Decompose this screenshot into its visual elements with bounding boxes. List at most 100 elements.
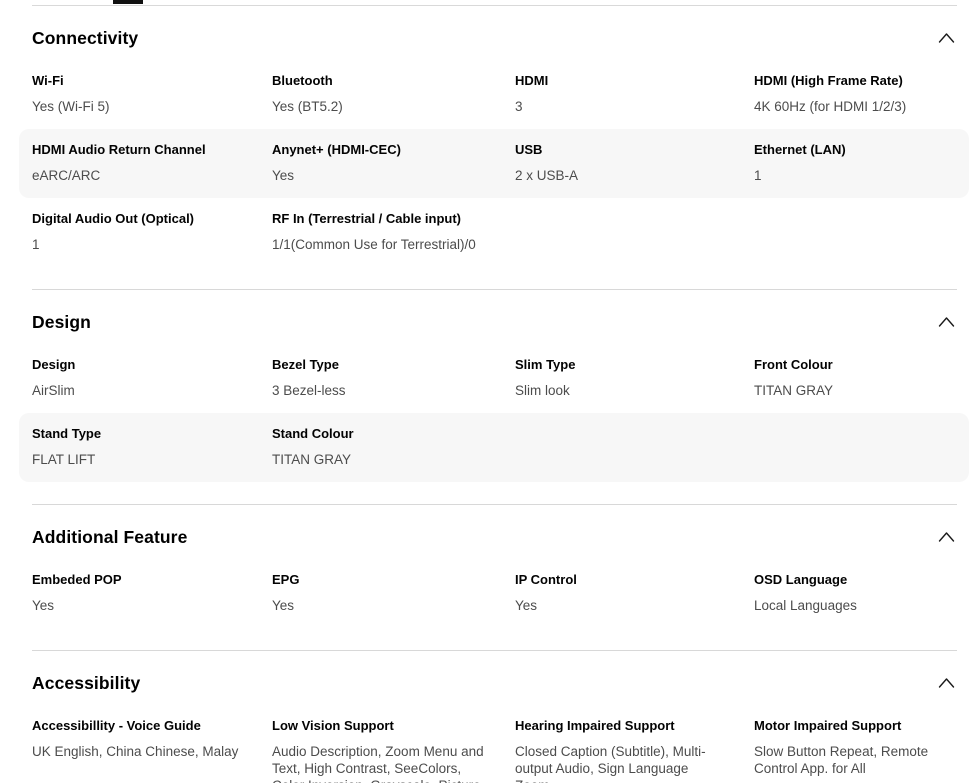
spec-row: HDMI Audio Return Channel eARC/ARC Anyne… (19, 129, 969, 198)
section-rows: Embeded POP Yes EPG Yes IP Control Yes O… (19, 559, 969, 628)
spec-item: Motor Impaired Support Slow Button Repea… (754, 718, 969, 783)
spec-value: TITAN GRAY (272, 452, 352, 467)
spec-row: Stand Type FLAT LIFT Stand Colour TITAN … (19, 413, 969, 482)
spec-item: HDMI 3 (515, 73, 754, 115)
spec-label: RF In (Terrestrial / Cable input) (272, 211, 462, 226)
spec-item: Digital Audio Out (Optical) 1 (32, 211, 272, 253)
spec-value: Local Languages (754, 598, 857, 613)
section-rows: Design AirSlim Bezel Type 3 Bezel-less S… (19, 344, 969, 482)
spec-label: Slim Type (515, 357, 576, 372)
spec-item: Anynet+ (HDMI-CEC) Yes (272, 142, 515, 184)
spec-item: USB 2 x USB-A (515, 142, 754, 184)
spec-value: Slim look (515, 383, 570, 398)
spec-value: 4K 60Hz (for HDMI 1/2/3) (754, 99, 907, 114)
spec-value: Yes (515, 598, 538, 613)
section-divider (32, 504, 957, 505)
spec-item: OSD Language Local Languages (754, 572, 969, 614)
section-divider (32, 650, 957, 651)
spec-item: Accessibillity - Voice Guide UK English,… (32, 718, 272, 783)
spec-label: Accessibillity - Voice Guide (32, 718, 201, 733)
section-divider (32, 289, 957, 290)
spec-label: Anynet+ (HDMI-CEC) (272, 142, 401, 157)
spec-label: USB (515, 142, 543, 157)
spec-item: Design AirSlim (32, 357, 272, 399)
spec-label: Digital Audio Out (Optical) (32, 211, 195, 226)
spec-label: IP Control (515, 572, 577, 587)
spec-value: 2 x USB-A (515, 168, 579, 183)
spec-item: EPG Yes (272, 572, 515, 614)
chevron-up-icon[interactable] (938, 32, 955, 44)
spec-item: Ethernet (LAN) 1 (754, 142, 969, 184)
spec-value: eARC/ARC (32, 168, 101, 183)
spec-label: Stand Colour (272, 426, 354, 441)
spec-item: Wi-Fi Yes (Wi-Fi 5) (32, 73, 272, 115)
spec-item: RF In (Terrestrial / Cable input) 1/1(Co… (272, 211, 515, 253)
spec-value: 1 (754, 168, 762, 183)
spec-item: HDMI Audio Return Channel eARC/ARC (32, 142, 272, 184)
spec-row: Embeded POP Yes EPG Yes IP Control Yes O… (19, 559, 969, 628)
spec-value: FLAT LIFT (32, 452, 96, 467)
section-title: Additional Feature (32, 527, 188, 547)
spec-value: Slow Button Repeat, Remote Control App. … (754, 744, 929, 776)
spec-value: TITAN GRAY (754, 383, 834, 398)
spec-label: Front Colour (754, 357, 833, 372)
spec-value: Yes (BT5.2) (272, 99, 343, 114)
spec-value: Audio Description, Zoom Menu and Text, H… (272, 744, 484, 783)
section-header[interactable]: Additional Feature (19, 505, 969, 548)
spec-label: Wi-Fi (32, 73, 64, 88)
spec-label: OSD Language (754, 572, 848, 587)
chevron-up-icon[interactable] (938, 677, 955, 689)
spec-label: Bluetooth (272, 73, 333, 88)
spec-item: IP Control Yes (515, 572, 754, 614)
spec-item: Hearing Impaired Support Closed Caption … (515, 718, 754, 783)
spec-value: UK English, China Chinese, Malay (32, 744, 239, 759)
chevron-up-icon[interactable] (938, 531, 955, 543)
spec-label: Hearing Impaired Support (515, 718, 675, 733)
chevron-up-icon[interactable] (938, 316, 955, 328)
section-design: Design Design AirSlim Bezel Type 3 Bezel… (19, 290, 969, 482)
spec-value: 1/1(Common Use for Terrestrial)/0 (272, 237, 476, 252)
spec-label: Embeded POP (32, 572, 122, 587)
spec-value: Yes (272, 598, 295, 613)
spec-item: Bezel Type 3 Bezel-less (272, 357, 515, 399)
spec-row: Digital Audio Out (Optical) 1 RF In (Ter… (19, 198, 969, 267)
spec-item: Stand Type FLAT LIFT (32, 426, 272, 468)
section-title: Connectivity (32, 28, 139, 48)
spec-value: 3 Bezel-less (272, 383, 346, 398)
spec-item: Slim Type Slim look (515, 357, 754, 399)
section-header[interactable]: Accessibility (19, 651, 969, 694)
spec-label: Motor Impaired Support (754, 718, 902, 733)
spec-value: 3 (515, 99, 523, 114)
spec-label: Stand Type (32, 426, 102, 441)
tab-bar-remnant (0, 0, 977, 6)
active-tab-indicator (113, 0, 143, 4)
section-rows: Wi-Fi Yes (Wi-Fi 5) Bluetooth Yes (BT5.2… (19, 60, 969, 267)
top-divider (32, 5, 957, 6)
section-header[interactable]: Design (19, 290, 969, 333)
section-accessibility: Accessibility Accessibillity - Voice Gui… (19, 651, 969, 783)
spec-value: 1 (32, 237, 40, 252)
spec-label: Design (32, 357, 76, 372)
spec-label: Low Vision Support (272, 718, 394, 733)
section-header[interactable]: Connectivity (19, 6, 969, 49)
spec-value: Yes (272, 168, 295, 183)
spec-item: Bluetooth Yes (BT5.2) (272, 73, 515, 115)
spec-item: Low Vision Support Audio Description, Zo… (272, 718, 515, 783)
spec-row: Design AirSlim Bezel Type 3 Bezel-less S… (19, 344, 969, 413)
spec-item: Embeded POP Yes (32, 572, 272, 614)
section-additional-feature: Additional Feature Embeded POP Yes EPG Y… (19, 505, 969, 628)
spec-item: HDMI (High Frame Rate) 4K 60Hz (for HDMI… (754, 73, 969, 115)
section-title: Design (32, 312, 91, 332)
section-title: Accessibility (32, 673, 141, 693)
spec-label: EPG (272, 572, 300, 587)
spec-value: AirSlim (32, 383, 75, 398)
spec-row: Accessibillity - Voice Guide UK English,… (19, 705, 969, 783)
spec-item: Stand Colour TITAN GRAY (272, 426, 515, 468)
spec-label: Ethernet (LAN) (754, 142, 846, 157)
spec-value: Yes (Wi-Fi 5) (32, 99, 110, 114)
spec-value: Yes (32, 598, 55, 613)
specs-sections: Connectivity Wi-Fi Yes (Wi-Fi 5) Bluetoo… (19, 6, 969, 783)
spec-row: Wi-Fi Yes (Wi-Fi 5) Bluetooth Yes (BT5.2… (19, 60, 969, 129)
spec-label: HDMI (515, 73, 549, 88)
section-rows: Accessibillity - Voice Guide UK English,… (19, 705, 969, 783)
